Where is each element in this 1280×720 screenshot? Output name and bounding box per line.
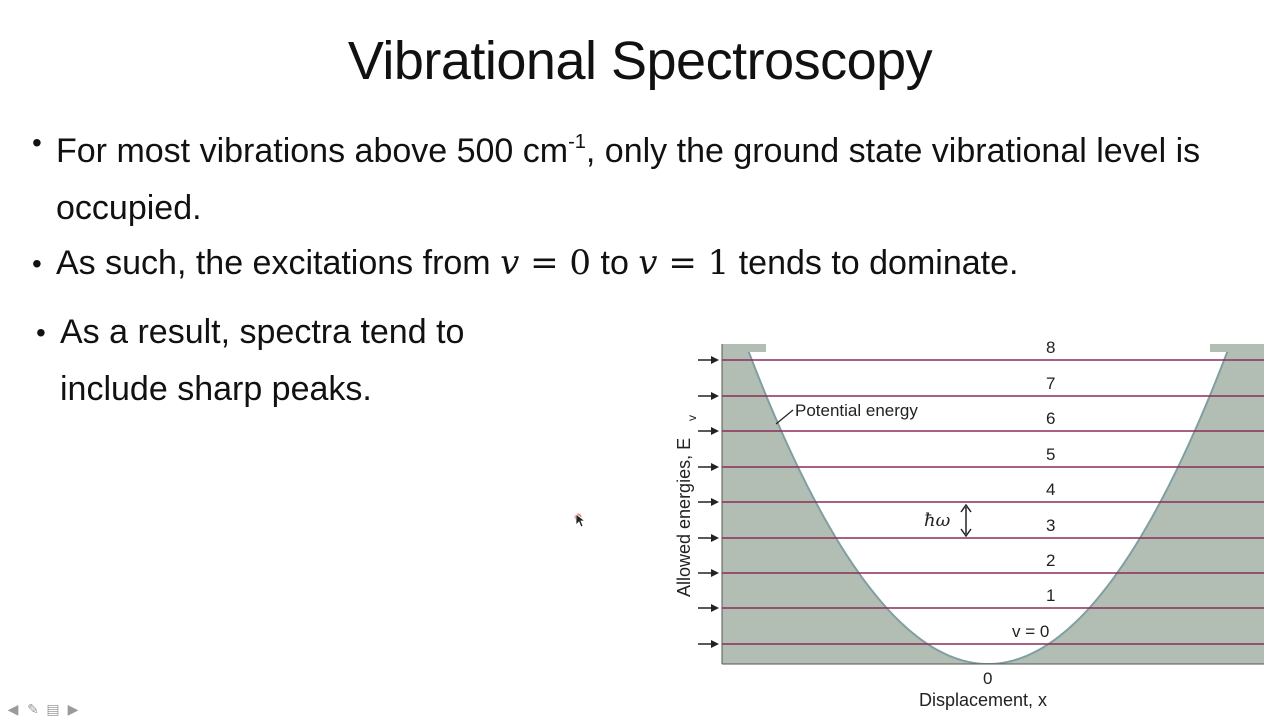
level-label: 1 [1046,586,1055,605]
y-axis-subscript: v [685,415,699,421]
level-arrow-head [711,534,719,542]
svg-text:Allowed energies, E: Allowed energies, E [674,438,694,597]
bullet-text-continued: , only the ground state vibrational leve… [56,132,1201,227]
plot-area [721,344,1264,665]
level-label: 7 [1046,374,1055,393]
slide-navigation: ◀ ✎ ▤ ▶ [4,701,82,718]
bullet-excitations: • As such, the excitations from v = 0 to… [32,235,1256,292]
x-zero-tick-label: 0 [983,669,992,688]
slide-title: Vibrational Spectroscopy [347,31,933,91]
level-arrow-head [711,463,719,471]
math-equals-zero: = 0 [519,243,592,283]
level-label: 8 [1046,338,1055,357]
level-arrow-head [711,427,719,435]
mouse-cursor [574,513,586,528]
x-axis-label: Displacement, x [919,690,1047,710]
level-labels: v = 0 1 2 3 4 5 6 7 8 [1012,338,1055,641]
math-v-symbol: v [500,243,520,283]
level-arrow-head [711,640,719,648]
arrow-left-icon[interactable]: ◀ [7,701,19,717]
shade-top-right [1210,344,1264,352]
level-label: 2 [1046,551,1055,570]
level-label: v = 0 [1012,622,1049,641]
potential-energy-label: Potential energy [795,401,918,420]
pen-icon[interactable]: ✎ [27,701,39,717]
level-arrow-head [711,356,719,364]
energy-levels [722,359,1264,645]
bullet-text: For most vibrations above 500 cm [56,132,569,170]
bullet-text: As a result, spectra tend to include sha… [60,313,465,408]
bullet-ground-state: • For most vibrations above 500 cm-1, on… [32,114,1236,237]
bullet-text-to: to [591,244,639,282]
bullet-text-end: tends to dominate. [729,244,1019,282]
bullet-sharp-peaks: • As a result, spectra tend to include s… [36,304,580,418]
arrow-right-icon[interactable]: ▶ [67,701,79,717]
level-arrow-head [711,604,719,612]
math-equals-one: = 1 [657,243,730,283]
quantum-spacing-marker: ħω [924,503,972,538]
menu-icon[interactable]: ▤ [46,701,60,717]
superscript-minus-one: -1 [568,131,586,153]
shade-top-left [722,344,766,352]
level-label: 6 [1046,409,1055,428]
potential-pointer-line [775,409,794,425]
bullet-dot: • [32,248,42,279]
level-label: 3 [1046,516,1055,535]
bullet-dot: • [32,127,42,158]
level-arrow-head [711,498,719,506]
bullet-dot: • [36,317,46,348]
plot-clip-group [722,350,1264,664]
math-v-symbol: v [638,243,658,283]
y-axis-label: Allowed energies, E v [674,415,699,597]
hbar-omega-label: ħω [924,510,951,531]
level-arrow-head [711,569,719,577]
level-label: 5 [1046,445,1055,464]
level-arrow-head [711,392,719,400]
level-arrows [698,356,719,648]
bullet-text: As such, the excitations from [56,244,501,282]
level-label: 4 [1046,480,1055,499]
potential-energy-curve [746,350,1230,664]
